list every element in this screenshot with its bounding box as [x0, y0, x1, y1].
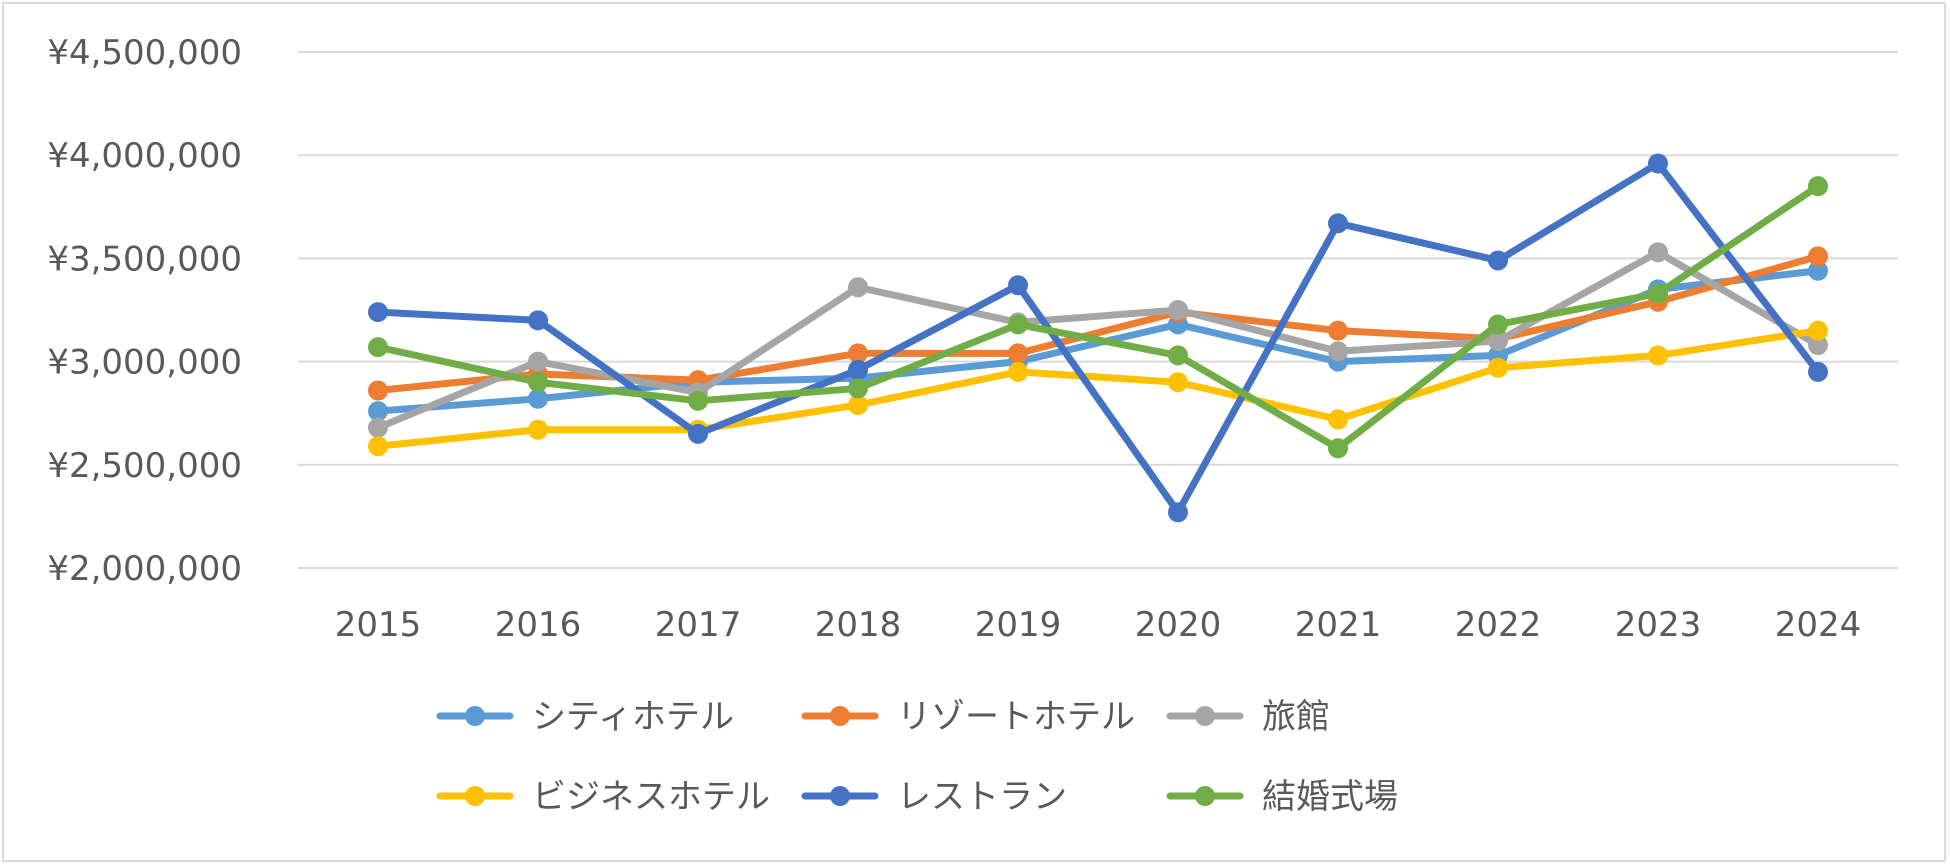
x-tick-label: 2023: [1615, 605, 1702, 645]
data-point: [1168, 502, 1188, 523]
legend-label: 結婚式場: [1262, 777, 1398, 817]
x-tick-label: 2020: [1135, 605, 1222, 645]
data-point: [1328, 438, 1348, 459]
data-point: [368, 380, 388, 401]
data-point: [1488, 314, 1508, 335]
x-tick-label: 2017: [655, 605, 742, 645]
legend-label: 旅館: [1262, 697, 1330, 737]
data-point: [1808, 260, 1828, 281]
series-line: [374, 327, 1822, 450]
data-point: [1648, 283, 1668, 304]
data-point: [1008, 343, 1028, 364]
y-axis-tick-labels: ¥2,000,000 ¥2,500,000 ¥3,000,000 ¥3,500,000…: [47, 33, 242, 589]
data-point: [368, 302, 388, 323]
data-point: [1328, 409, 1348, 430]
x-tick-label: 2019: [975, 605, 1062, 645]
data-point: [528, 351, 548, 372]
data-point: [1808, 361, 1828, 382]
data-point: [1168, 345, 1188, 366]
data-point: [1008, 314, 1028, 335]
data-point: [848, 277, 868, 298]
x-tick-label: 2024: [1775, 605, 1862, 645]
y-tick-label: ¥3,500,000: [47, 239, 242, 279]
data-point: [1168, 372, 1188, 393]
x-tick-label: 2016: [495, 605, 582, 645]
data-point: [1648, 242, 1668, 263]
data-point: [848, 359, 868, 380]
x-tick-label: 2022: [1455, 605, 1542, 645]
x-tick-label: 2021: [1295, 605, 1382, 645]
y-tick-label: ¥4,000,000: [47, 136, 242, 176]
legend-swatch-marker: [465, 706, 485, 726]
data-point: [1808, 335, 1828, 356]
data-point: [1008, 361, 1028, 382]
series-6: [368, 176, 1828, 459]
data-point: [1488, 330, 1508, 351]
legend-swatch-marker: [1195, 706, 1215, 726]
legend-entry: レストラン: [801, 777, 1067, 817]
data-point: [1648, 153, 1668, 174]
data-point: [1808, 246, 1828, 267]
legend-swatch-marker: [1195, 786, 1215, 806]
data-point: [368, 417, 388, 438]
y-tick-label: ¥4,500,000: [47, 33, 242, 73]
y-tick-label: ¥2,000,000: [47, 549, 242, 589]
legend-label: ビジネスホテル: [532, 777, 770, 817]
series-line: [374, 182, 1822, 452]
x-tick-label: 2018: [815, 605, 902, 645]
legend-label: レストラン: [897, 777, 1067, 817]
data-point: [1328, 341, 1348, 362]
data-point: [528, 388, 548, 409]
legend-entry: リゾートホテル: [801, 697, 1135, 737]
data-point: [528, 419, 548, 440]
data-point: [528, 310, 548, 331]
data-point: [1808, 176, 1828, 197]
series-line: [374, 159, 1822, 516]
legend-entry: 結婚式場: [1166, 777, 1398, 817]
data-point: [688, 390, 708, 411]
data-point: [368, 337, 388, 358]
y-tick-label: ¥3,000,000: [47, 343, 242, 383]
data-point: [1808, 320, 1828, 341]
legend-label: シティホテル: [532, 697, 734, 737]
data-point: [848, 378, 868, 399]
legend-swatch-marker: [830, 706, 850, 726]
legend-entry: ビジネスホテル: [436, 777, 770, 817]
legend-swatch-marker: [465, 786, 485, 806]
data-point: [848, 394, 868, 415]
series-4: [368, 320, 1828, 457]
data-point: [1008, 275, 1028, 296]
legend-entry: シティホテル: [436, 697, 734, 737]
series-group: [368, 153, 1828, 523]
data-point: [1168, 300, 1188, 320]
data-point: [368, 436, 388, 457]
data-point: [848, 343, 868, 364]
data-point: [688, 423, 708, 444]
data-point: [1488, 250, 1508, 271]
gridlines: [298, 51, 1898, 569]
legend-label: リゾートホテル: [897, 697, 1135, 737]
series-5: [368, 153, 1828, 523]
x-axis-tick-labels: 2015 2016 2017 2018 2019 2020 2021 2022 2023 2024: [335, 605, 1862, 645]
data-point: [1328, 320, 1348, 341]
x-tick-label: 2015: [335, 605, 422, 645]
legend-entry: 旅館: [1166, 697, 1330, 737]
legend-swatch-marker: [830, 786, 850, 806]
y-tick-label: ¥2,500,000: [47, 446, 242, 486]
data-point: [1648, 345, 1668, 366]
data-point: [1328, 213, 1348, 234]
data-point: [528, 372, 548, 393]
data-point: [368, 401, 388, 422]
data-point: [1488, 357, 1508, 378]
